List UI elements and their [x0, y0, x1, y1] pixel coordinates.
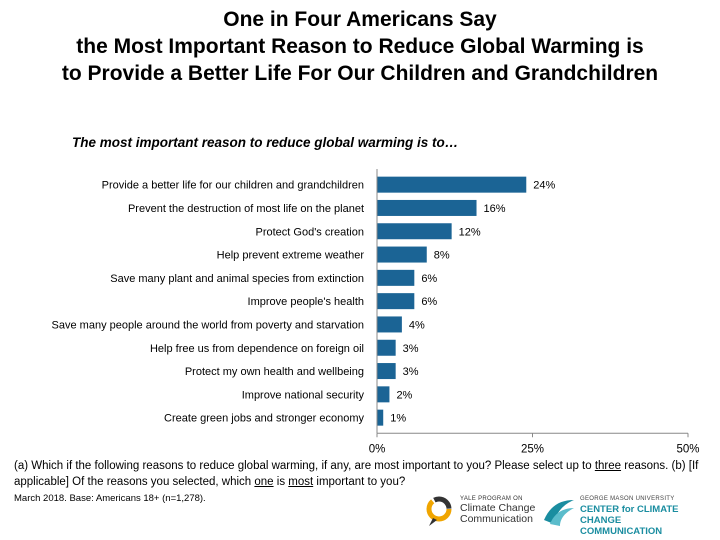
bar — [377, 409, 384, 426]
footnote-underline-2: one — [254, 476, 274, 488]
category-label: Improve people's health — [248, 296, 364, 308]
bar — [377, 363, 396, 380]
category-label: Save many plant and animal species from … — [110, 273, 364, 285]
bar — [377, 386, 390, 403]
bar — [377, 339, 396, 356]
bar — [377, 316, 402, 333]
footnote-underline-3: most — [288, 476, 314, 488]
bar — [377, 223, 452, 240]
title-line-2: the Most Important Reason to Reduce Glob… — [76, 35, 644, 58]
category-label: Help prevent extreme weather — [217, 250, 365, 262]
gmu-wave-icon — [544, 500, 574, 526]
yale-big-text-1: Climate Change — [460, 502, 536, 514]
category-label: Protect my own health and wellbeing — [185, 366, 364, 378]
question-footnote: (a) Which if the following reasons to re… — [14, 458, 704, 490]
data-label: 4% — [409, 319, 425, 331]
gmu-small-text: GEORGE MASON UNIVERSITY — [580, 496, 675, 502]
category-label: Improve national security — [242, 389, 365, 401]
yale-big-text: Climate Change Communication — [460, 503, 535, 525]
data-label: 3% — [403, 366, 419, 378]
footnote-part-1: (a) Which if the following reasons to re… — [14, 460, 595, 472]
yale-big-text-2: Communication — [460, 513, 533, 525]
yale-logo: YALE PROGRAM ON Climate Change Communica… — [425, 494, 540, 528]
yale-small-text: YALE PROGRAM ON — [460, 496, 523, 502]
bar — [377, 199, 477, 216]
category-label: Protect God's creation — [256, 226, 365, 238]
x-tick-label: 0% — [369, 443, 386, 455]
yale-ring-icon — [426, 496, 452, 526]
category-label: Help free us from dependence on foreign … — [150, 343, 364, 355]
category-label: Create green jobs and stronger economy — [164, 413, 364, 425]
bar — [377, 176, 527, 193]
footnote-underline-1: three — [594, 460, 622, 472]
x-tick-label: 50% — [676, 443, 699, 455]
category-label: Prevent the destruction of most life on … — [128, 203, 364, 215]
data-label: 3% — [403, 343, 419, 355]
bar-chart: Provide a better life for our children a… — [52, 169, 700, 455]
data-label: 1% — [390, 413, 406, 425]
title-line-1: One in Four Americans Say — [223, 8, 497, 31]
data-label: 8% — [434, 250, 450, 262]
category-label: Save many people around the world from p… — [52, 319, 364, 331]
footnote-part-2: reasons. (b) [If applicable] Of the reas… — [14, 460, 699, 488]
data-label: 6% — [421, 273, 437, 285]
gmu-big-text-2: COMMUNICATION — [580, 526, 663, 537]
category-label: Provide a better life for our children a… — [102, 180, 364, 192]
data-label: 24% — [533, 180, 555, 192]
gmu-big-text: CENTER for CLIMATE CHANGE COMMUNICATION — [580, 504, 715, 537]
bar — [377, 293, 415, 310]
chart-title: One in Four Americans Say the Most Impor… — [0, 6, 720, 87]
bar — [377, 246, 427, 263]
footnote-part-3: is — [273, 476, 289, 488]
x-tick-label: 25% — [521, 443, 544, 455]
survey-meta: March 2018. Base: Americans 18+ (n=1,278… — [14, 493, 206, 504]
footnote-part-4: important to you? — [313, 476, 406, 488]
data-label: 16% — [484, 203, 506, 215]
chart-subtitle: The most important reason to reduce glob… — [72, 135, 459, 150]
gmu-big-text-1: CENTER for CLIMATE CHANGE — [580, 504, 679, 526]
gmu-logo: GEORGE MASON UNIVERSITY CENTER for CLIMA… — [540, 494, 715, 537]
title-line-3: to Provide a Better Life For Our Childre… — [61, 62, 659, 85]
data-label: 2% — [396, 389, 412, 401]
bar — [377, 269, 415, 286]
data-label: 6% — [421, 296, 437, 308]
data-label: 12% — [459, 226, 481, 238]
